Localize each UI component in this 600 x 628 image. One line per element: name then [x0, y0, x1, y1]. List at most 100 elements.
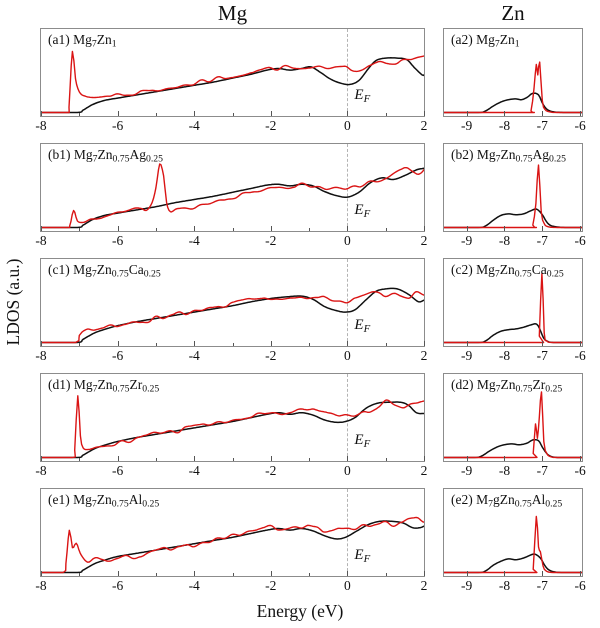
chart-b2: [444, 164, 582, 229]
panel-a2: (a2) Mg7Zn1: [443, 28, 583, 117]
x-tick-label: -9: [461, 463, 473, 478]
fermi-label: EF: [354, 317, 371, 336]
x-tick-label: -4: [188, 348, 200, 363]
chart-c2: [444, 273, 582, 344]
x-minor-tick: [385, 113, 387, 116]
panel-label-c1: (c1) Mg7Zn0.75Ca0.25: [48, 262, 161, 280]
panel-b1: (b1) Mg7Zn0.75Ag0.25 EF: [40, 143, 425, 232]
x-minor-tick: [79, 458, 81, 461]
x-tick: [41, 456, 42, 461]
chart-e1: [41, 516, 424, 574]
y-axis-label: LDOS (a.u.): [3, 258, 23, 346]
black-curve-d2: [444, 438, 582, 459]
x-tick: [580, 341, 582, 346]
red-curve-b1: [41, 163, 424, 229]
red-curve-b2: [444, 164, 582, 229]
red-curve-a2: [444, 61, 582, 114]
x-minor-tick: [385, 573, 387, 576]
red-curve-d1: [41, 395, 424, 459]
x-minor-tick: [309, 113, 311, 116]
x-tick-label: -9: [461, 118, 473, 133]
panel-e1: (e1) Mg7Zn0.75Al0.25 EF: [40, 488, 425, 577]
x-tick: [270, 571, 272, 576]
black-curve-c2: [444, 323, 582, 344]
black-curve-d1: [41, 401, 424, 459]
x-minor-tick: [79, 343, 81, 346]
x-tick-label: -8: [35, 578, 47, 593]
x-tick: [542, 111, 544, 116]
x-axis-label: Energy (eV): [256, 601, 344, 621]
x-minor-tick: [385, 343, 387, 346]
panel-label-d2: (d2) Mg7Zn0.75Zr0.25: [451, 377, 563, 395]
red-curve-c1: [41, 291, 424, 344]
x-minor-tick: [309, 343, 311, 346]
column-title-mg: Mg: [217, 1, 248, 25]
red-curve-e1: [41, 516, 424, 574]
x-tick: [194, 456, 196, 461]
x-minor-tick: [232, 343, 234, 346]
x-tick-label: -2: [265, 578, 277, 593]
x-tick: [542, 341, 544, 346]
x-tick-label: -4: [188, 578, 200, 593]
x-tick: [270, 226, 272, 231]
x-tick-label: 2: [420, 233, 428, 248]
x-tick-label: -8: [498, 118, 511, 133]
x-tick-label: -8: [35, 463, 47, 478]
x-tick-label: -4: [188, 118, 200, 133]
panel-c1: (c1) Mg7Zn0.75Ca0.25 EF: [40, 258, 425, 347]
x-minor-tick: [232, 573, 234, 576]
chart-a1: [41, 50, 424, 114]
x-tick-label: -2: [265, 463, 277, 478]
x-minor-tick: [79, 573, 81, 576]
x-tick: [466, 571, 468, 576]
chart-d2: [444, 391, 582, 459]
x-tick-label: -6: [111, 578, 124, 593]
x-tick-label: 0: [344, 578, 351, 593]
x-tick-label: -9: [461, 348, 473, 363]
panel-label-d1: (d1) Mg7Zn0.75Zr0.25: [48, 377, 160, 395]
fermi-line: [347, 374, 349, 461]
x-tick: [117, 341, 119, 346]
panel-c2: (c2) Mg7Zn0.75Ca0.25: [443, 258, 583, 347]
x-tick: [542, 456, 544, 461]
fermi-line: [347, 144, 349, 231]
x-tick-label: -2: [265, 118, 277, 133]
x-tick: [580, 571, 582, 576]
x-tick-label: -8: [498, 348, 511, 363]
x-minor-tick: [232, 113, 234, 116]
x-tick: [542, 226, 544, 231]
x-minor-tick: [155, 228, 157, 231]
fermi-label: EF: [354, 87, 371, 106]
fermi-label: EF: [354, 547, 371, 566]
x-tick: [117, 111, 119, 116]
x-tick: [41, 571, 42, 576]
fermi-label: EF: [354, 202, 371, 221]
x-tick-label: -7: [536, 578, 548, 593]
x-tick-label: -8: [35, 348, 47, 363]
x-tick: [504, 571, 506, 576]
x-tick: [466, 341, 468, 346]
x-tick: [580, 226, 582, 231]
x-minor-tick: [309, 458, 311, 461]
x-tick-label: -6: [111, 463, 124, 478]
x-tick-label: -8: [498, 578, 511, 593]
x-tick: [347, 456, 349, 461]
x-tick-label: 0: [344, 463, 351, 478]
x-minor-tick: [385, 458, 387, 461]
x-tick: [504, 111, 506, 116]
panel-a1: (a1) Mg7Zn1 EF: [40, 28, 425, 117]
x-minor-tick: [155, 573, 157, 576]
x-tick: [41, 226, 42, 231]
x-tick: [424, 226, 425, 231]
panel-label-a2: (a2) Mg7Zn1: [451, 32, 520, 50]
x-minor-tick: [309, 573, 311, 576]
x-tick: [504, 226, 506, 231]
x-minor-tick: [79, 113, 81, 116]
x-tick: [194, 226, 196, 231]
column-title-zn: Zn: [501, 1, 525, 25]
x-tick: [347, 341, 349, 346]
red-curve-c2: [444, 273, 582, 344]
x-tick-label: -7: [536, 233, 548, 248]
chart-d1: [41, 395, 424, 459]
x-minor-tick: [155, 113, 157, 116]
